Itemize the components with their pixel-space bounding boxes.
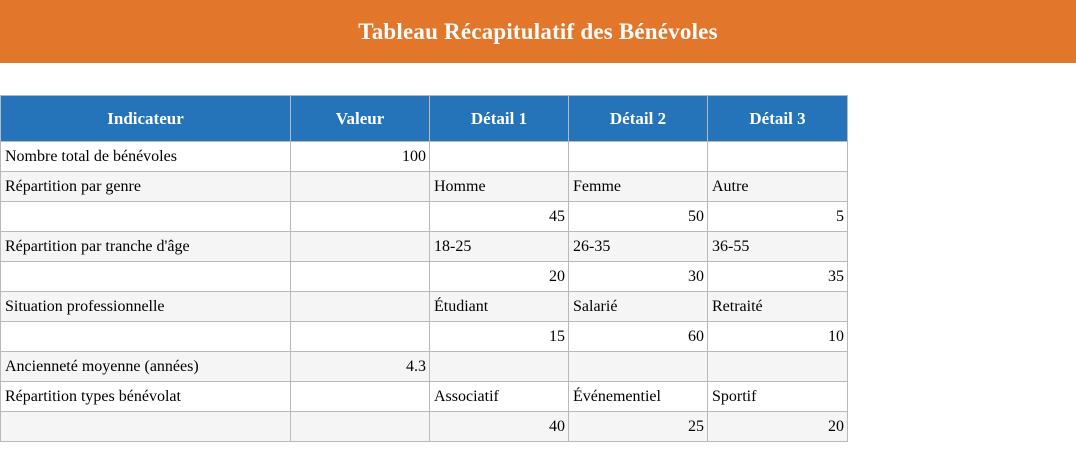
table-cell: Associatif xyxy=(429,381,569,412)
table-cell: Retraité xyxy=(707,291,848,322)
table-cell: 100 xyxy=(290,141,430,172)
table-row: Répartition par tranche d'âge 18-25 26-35 3… xyxy=(0,231,848,262)
table-cell xyxy=(290,321,430,352)
table-cell: 20 xyxy=(429,261,569,292)
table-row: 20 30 35 xyxy=(0,261,848,292)
table-cell xyxy=(0,261,291,292)
table-cell: Autre xyxy=(707,171,848,202)
table-cell xyxy=(429,351,569,382)
column-header-1: Indicateur xyxy=(0,95,291,142)
table-cell: Femme xyxy=(568,171,708,202)
table-cell: 15 xyxy=(429,321,569,352)
table-cell xyxy=(290,411,430,442)
table-cell xyxy=(0,201,291,232)
table-row: 15 60 10 xyxy=(0,321,848,352)
table-cell: Salarié xyxy=(568,291,708,322)
table-cell: 30 xyxy=(568,261,708,292)
table-cell: Nombre total de bénévoles xyxy=(0,141,291,172)
table-cell: 35 xyxy=(707,261,848,292)
table-body: Nombre total de bénévoles 100 Répartition … xyxy=(0,141,848,442)
table-cell: 10 xyxy=(707,321,848,352)
table-cell: Étudiant xyxy=(429,291,569,322)
table-cell xyxy=(707,351,848,382)
table-cell xyxy=(290,291,430,322)
table-cell: Situation professionnelle xyxy=(0,291,291,322)
table-cell: 18-25 xyxy=(429,231,569,262)
table-row: 45 50 5 xyxy=(0,201,848,232)
table-cell: 40 xyxy=(429,411,569,442)
table-cell: 20 xyxy=(707,411,848,442)
page-title: Tableau Récapitulatif des Bénévoles xyxy=(358,18,718,44)
table-cell xyxy=(290,201,430,232)
table-cell xyxy=(568,141,708,172)
table-cell: Répartition par genre xyxy=(0,171,291,202)
table-row: Répartition par genre Homme Femme Autre xyxy=(0,171,848,202)
table-header-row: Indicateur Valeur Détail 1 Détail 2 Détail 3 xyxy=(0,95,848,142)
page-header-banner: Tableau Récapitulatif des Bénévoles xyxy=(0,0,1076,63)
table-cell: 25 xyxy=(568,411,708,442)
table-row: Situation professionnelle Étudiant Salarié… xyxy=(0,291,848,322)
column-header-5: Détail 3 xyxy=(707,95,848,142)
table-cell xyxy=(0,411,291,442)
table-cell: 4.3 xyxy=(290,351,430,382)
table-cell: Répartition types bénévolat xyxy=(0,381,291,412)
table-cell: 36-55 xyxy=(707,231,848,262)
table-cell: Répartition par tranche d'âge xyxy=(0,231,291,262)
column-header-4: Détail 2 xyxy=(568,95,708,142)
column-header-2: Valeur xyxy=(290,95,430,142)
table-cell xyxy=(0,321,291,352)
table-row: 40 25 20 xyxy=(0,411,848,442)
table-row: Ancienneté moyenne (années) 4.3 xyxy=(0,351,848,382)
table-cell xyxy=(290,381,430,412)
table-cell: 45 xyxy=(429,201,569,232)
table-cell xyxy=(290,231,430,262)
volunteers-summary-table: Indicateur Valeur Détail 1 Détail 2 Détail 3… xyxy=(0,95,848,442)
table-cell: 60 xyxy=(568,321,708,352)
table-row: Répartition types bénévolat Associatif Évé… xyxy=(0,381,848,412)
table-cell: Homme xyxy=(429,171,569,202)
table-cell: 26-35 xyxy=(568,231,708,262)
table-cell xyxy=(707,141,848,172)
table-cell xyxy=(568,351,708,382)
table-row: Nombre total de bénévoles 100 xyxy=(0,141,848,172)
table-cell: Ancienneté moyenne (années) xyxy=(0,351,291,382)
table-cell: 50 xyxy=(568,201,708,232)
column-header-3: Détail 1 xyxy=(429,95,569,142)
summary-table-container: Indicateur Valeur Détail 1 Détail 2 Détail 3… xyxy=(0,95,848,442)
table-cell xyxy=(290,171,430,202)
table-cell: 5 xyxy=(707,201,848,232)
table-cell xyxy=(290,261,430,292)
table-cell: Événementiel xyxy=(568,381,708,412)
table-cell: Sportif xyxy=(707,381,848,412)
table-cell xyxy=(429,141,569,172)
